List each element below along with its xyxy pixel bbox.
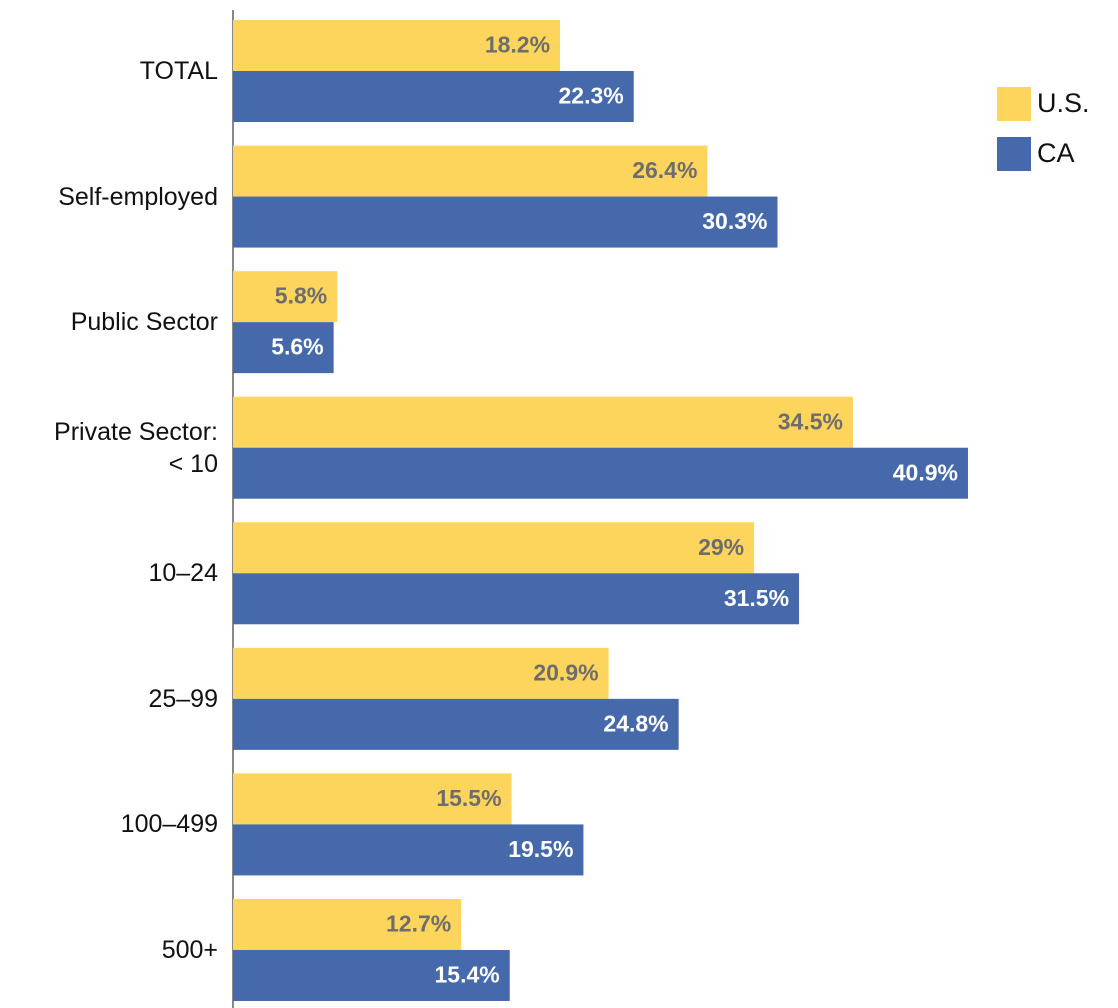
- value-label: 34.5%: [778, 408, 843, 434]
- category-label: Public Sector: [70, 308, 218, 337]
- legend-swatch: [997, 87, 1031, 121]
- value-label: 20.9%: [533, 659, 598, 685]
- value-label: 12.7%: [386, 911, 451, 937]
- value-label: 24.8%: [603, 710, 668, 736]
- bar: [233, 20, 561, 71]
- bar: [233, 824, 584, 876]
- value-label: 15.5%: [436, 785, 501, 811]
- bar: [233, 271, 338, 323]
- bar: [233, 949, 510, 1001]
- bar: [233, 145, 708, 197]
- legend-swatch: [997, 137, 1031, 171]
- category-label: Private Sector: < 10: [54, 417, 218, 478]
- value-label: 19.5%: [508, 836, 573, 862]
- value-label: 26.4%: [632, 157, 697, 183]
- bar: [233, 773, 512, 825]
- value-label: 31.5%: [724, 585, 789, 611]
- bar: [233, 396, 853, 448]
- value-label: 15.4%: [435, 962, 500, 988]
- bar: [233, 698, 679, 750]
- value-label: 29%: [698, 534, 744, 560]
- bar: [233, 522, 755, 574]
- category-label: 25–99: [148, 684, 218, 713]
- bar: [233, 196, 778, 248]
- category-label: Self-employed: [58, 182, 218, 211]
- value-label: 30.3%: [702, 208, 767, 234]
- value-label: 5.6%: [271, 334, 323, 360]
- bar: [233, 322, 334, 374]
- value-label: 18.2%: [485, 32, 550, 58]
- bar: [233, 898, 462, 950]
- category-label: 500+: [161, 935, 218, 964]
- category-label: TOTAL: [139, 57, 218, 85]
- bar: [233, 447, 968, 499]
- category-label: 100–499: [120, 810, 218, 839]
- bar: [233, 647, 609, 699]
- bar: [233, 71, 634, 122]
- legend-label: CA: [1037, 138, 1075, 168]
- value-label: 40.9%: [893, 459, 958, 485]
- value-label: 5.8%: [275, 283, 327, 309]
- bar: [233, 573, 800, 625]
- value-label: 22.3%: [559, 83, 624, 109]
- category-label: 10–24: [148, 559, 218, 588]
- legend-label: U.S.: [1037, 88, 1090, 118]
